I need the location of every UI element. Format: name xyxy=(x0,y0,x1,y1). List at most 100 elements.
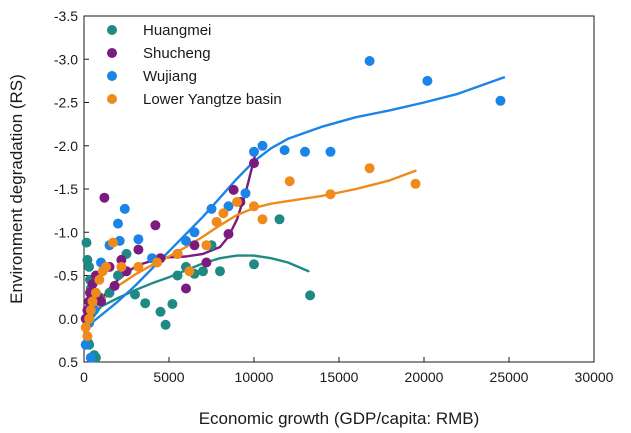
data-point xyxy=(249,158,259,169)
data-point xyxy=(189,240,200,251)
axis-ticks: 0 5000 10000 15000 20000 25000 30000 -3.5 -3.0 -2… xyxy=(54,8,614,385)
x-tick-label: 10000 xyxy=(235,369,274,385)
data-point xyxy=(94,274,105,285)
data-point xyxy=(201,257,212,268)
data-point xyxy=(223,229,234,239)
data-point xyxy=(133,244,144,255)
data-point xyxy=(96,296,106,307)
data-point xyxy=(167,299,178,309)
legend-label: Lower Yangtze basin xyxy=(143,91,282,108)
data-point xyxy=(109,280,120,291)
legend-marker xyxy=(107,25,117,35)
data-point xyxy=(279,145,290,156)
y-tick-label: -0.5 xyxy=(54,268,78,284)
x-tick-label: 20000 xyxy=(405,369,444,385)
data-point xyxy=(215,266,225,277)
data-point xyxy=(84,313,95,324)
x-axis-title: Economic growth (GDP/capita: RMB) xyxy=(199,409,480,428)
data-point xyxy=(364,163,375,174)
data-point xyxy=(249,146,259,157)
data-point xyxy=(119,203,130,214)
data-point xyxy=(81,237,92,248)
x-tick-label: 15000 xyxy=(320,369,359,385)
y-tick-label: -3.5 xyxy=(54,8,78,24)
data-point xyxy=(284,176,295,187)
x-tick-label: 5000 xyxy=(153,369,184,385)
data-point xyxy=(206,203,217,214)
data-point xyxy=(101,261,112,272)
x-tick-label: 25000 xyxy=(490,369,529,385)
data-point xyxy=(184,266,195,277)
data-point xyxy=(150,220,161,231)
data-point xyxy=(325,146,336,157)
data-point xyxy=(104,287,115,298)
data-point xyxy=(80,339,91,350)
fit-curve xyxy=(84,254,310,329)
legend: Huangmei Shucheng Wujiang Lower Yangtze bas… xyxy=(107,22,282,108)
data-point xyxy=(172,248,183,259)
data-point xyxy=(410,178,421,189)
data-point xyxy=(240,188,251,199)
legend-label: Wujiang xyxy=(143,68,197,85)
y-tick-label: -1.5 xyxy=(54,181,78,197)
fit-curves xyxy=(84,76,506,331)
legend-marker xyxy=(107,48,117,58)
data-point xyxy=(152,257,163,268)
data-point xyxy=(113,270,123,281)
data-point xyxy=(211,216,222,227)
data-point xyxy=(189,227,200,238)
data-point xyxy=(218,208,229,219)
data-point xyxy=(80,322,91,333)
data-point xyxy=(257,140,268,151)
y-tick-label: 0.5 xyxy=(59,354,79,370)
legend-label: Huangmei xyxy=(143,22,211,39)
data-point xyxy=(155,306,166,317)
data-point xyxy=(82,331,93,342)
data-point xyxy=(133,234,144,245)
y-tick-label: -1.0 xyxy=(54,224,78,240)
data-point xyxy=(172,270,183,281)
data-point xyxy=(223,201,234,212)
data-point xyxy=(90,287,101,298)
data-point xyxy=(85,352,96,363)
data-point xyxy=(495,95,506,106)
data-point xyxy=(85,305,96,316)
y-axis-title: Environment degradation (RS) xyxy=(7,74,26,304)
data-point xyxy=(113,218,123,229)
data-point xyxy=(305,290,316,301)
data-point xyxy=(130,289,140,300)
data-point xyxy=(274,214,285,225)
y-tick-label: -2.5 xyxy=(54,95,78,111)
data-point xyxy=(116,261,127,272)
data-point xyxy=(249,201,259,212)
data-point xyxy=(99,192,110,203)
data-point xyxy=(140,298,151,309)
data-point xyxy=(116,254,127,265)
data-point xyxy=(325,189,336,200)
data-point xyxy=(198,266,208,277)
data-point xyxy=(257,214,268,225)
data-point xyxy=(84,261,95,272)
legend-marker xyxy=(107,71,117,81)
legend-label: Shucheng xyxy=(143,45,211,62)
data-point xyxy=(133,261,144,272)
fit-curve xyxy=(84,76,506,329)
data-point xyxy=(181,283,191,294)
data-point xyxy=(364,56,375,66)
data-point xyxy=(249,259,259,270)
data-point xyxy=(181,235,191,246)
data-point xyxy=(228,184,239,195)
fit-curve xyxy=(84,169,417,331)
legend-marker xyxy=(107,94,117,104)
data-point xyxy=(87,296,98,307)
data-point xyxy=(107,237,118,248)
y-tick-label: -3.0 xyxy=(54,51,78,67)
data-point xyxy=(232,197,242,207)
data-point xyxy=(201,240,212,251)
x-tick-label: 30000 xyxy=(575,369,614,385)
data-point xyxy=(300,146,310,157)
data-point xyxy=(422,75,433,86)
x-tick-label: 0 xyxy=(80,369,88,385)
data-points xyxy=(80,56,506,363)
